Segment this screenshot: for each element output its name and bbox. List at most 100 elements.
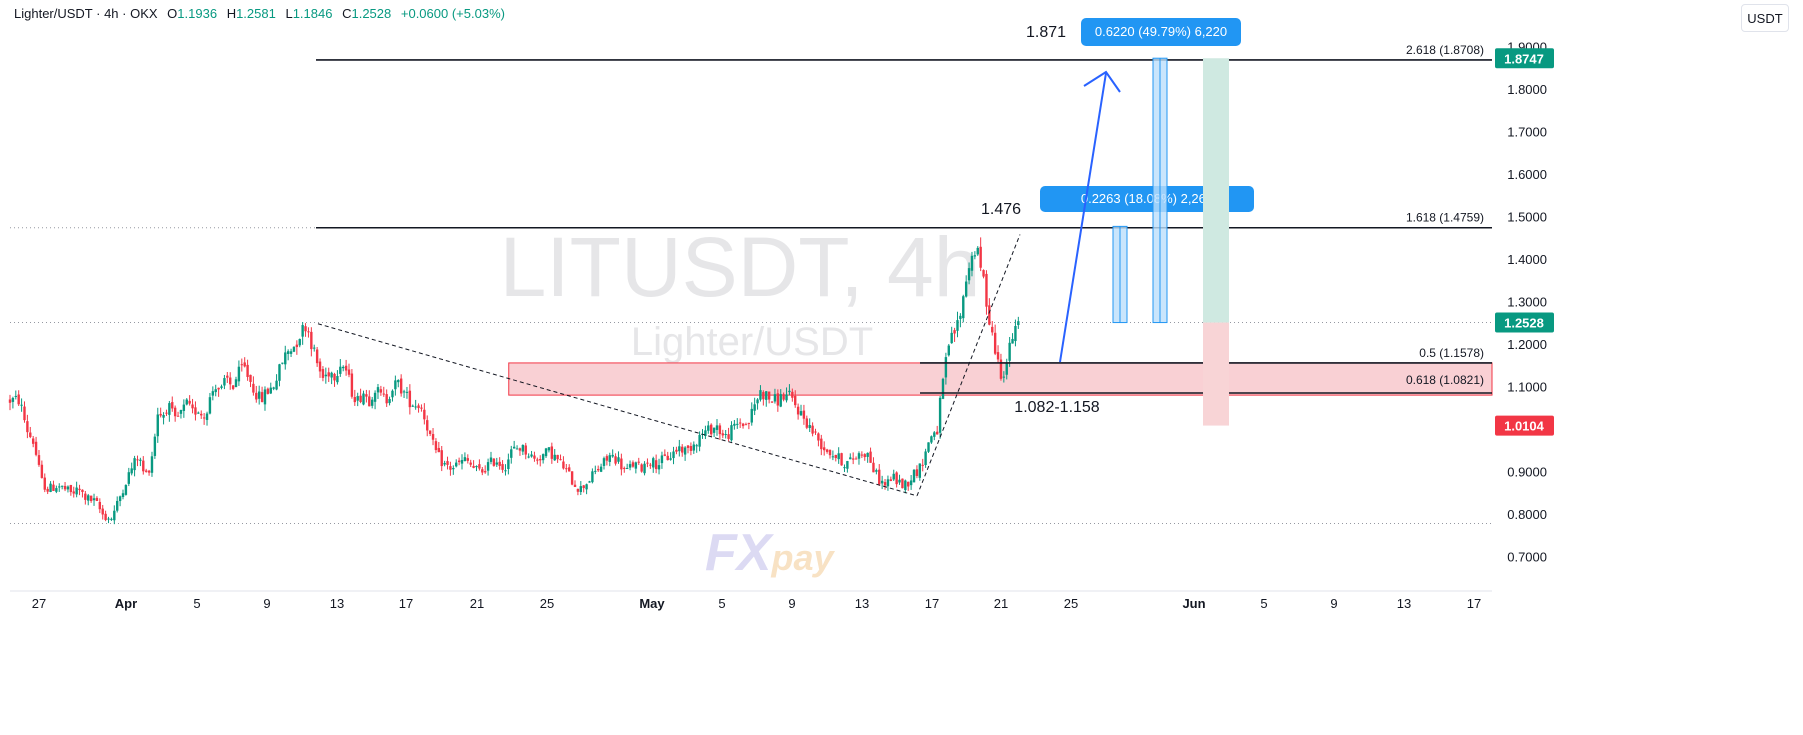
- candle-body: [104, 513, 107, 521]
- candle-body: [257, 391, 261, 399]
- candle-body: [501, 464, 504, 470]
- candle-body: [55, 488, 58, 492]
- candle-body: [602, 458, 606, 466]
- candle-body: [101, 508, 104, 515]
- candle-body: [504, 470, 507, 472]
- candle-body: [373, 392, 377, 402]
- candle-body: [776, 393, 780, 406]
- candle-body: [475, 466, 478, 468]
- candle-body: [741, 423, 745, 427]
- candle-body: [738, 422, 742, 424]
- currency-unit-button[interactable]: USDT: [1741, 4, 1789, 32]
- candle-body: [292, 346, 296, 352]
- candle-body: [1011, 338, 1014, 344]
- candle-body: [472, 465, 475, 468]
- candle-body: [43, 477, 46, 490]
- candle-body: [643, 463, 646, 474]
- candle-body: [211, 391, 215, 396]
- stop-loss-zone: [1203, 322, 1229, 426]
- candle-body: [828, 449, 832, 456]
- candle-body: [794, 395, 797, 406]
- candle-body: [689, 446, 693, 451]
- candle-body: [646, 462, 649, 464]
- candle-body: [918, 463, 922, 478]
- candle-body: [733, 423, 736, 426]
- candle-body: [440, 450, 443, 467]
- price-tick-11: 1.8000: [1507, 82, 1547, 97]
- time-label-2: 5: [193, 596, 200, 611]
- candle-body: [197, 412, 200, 414]
- candle-body: [959, 315, 962, 319]
- symbol-label: Lighter/USDT · 4h · OKX: [14, 6, 158, 21]
- candle-body: [58, 486, 61, 488]
- candle-body: [301, 325, 304, 337]
- candle-body: [770, 401, 774, 403]
- candle-body: [249, 374, 252, 382]
- candle-body: [666, 455, 669, 461]
- candle-body: [420, 407, 423, 409]
- candle-body: [623, 467, 626, 469]
- candle-body: [168, 403, 171, 415]
- candle-body: [237, 366, 241, 382]
- fib-label-1: 1.618 (1.4759): [1406, 211, 1484, 225]
- candle-body: [417, 405, 420, 409]
- time-label-10: 9: [788, 596, 795, 611]
- candle-body: [324, 374, 328, 377]
- candle-body: [999, 359, 1003, 379]
- candle-body: [263, 389, 267, 405]
- candle-body: [912, 469, 916, 483]
- candle-body: [321, 369, 325, 378]
- open-value: 1.1936: [177, 6, 218, 21]
- candle-body: [941, 378, 945, 399]
- candle-body: [683, 447, 687, 455]
- candle-body: [31, 438, 35, 444]
- candle-body: [234, 379, 238, 388]
- candle-body: [124, 484, 128, 495]
- candle-body: [704, 430, 707, 437]
- candle-body: [75, 487, 78, 495]
- candle-body: [214, 389, 217, 393]
- price-tag-text-1: 1.2528: [1504, 316, 1544, 331]
- candle-body: [153, 436, 157, 456]
- candle-body: [171, 402, 174, 409]
- candle-body: [892, 473, 895, 480]
- candle-body: [66, 486, 70, 490]
- candle-body: [23, 406, 26, 421]
- candle-body: [478, 464, 481, 469]
- candle-body: [275, 380, 278, 390]
- candle-body: [863, 454, 866, 458]
- candle-body: [736, 423, 739, 425]
- candle-body: [866, 452, 869, 457]
- candle-body: [744, 424, 748, 426]
- candle-body: [220, 386, 223, 388]
- fib-label-3: 0.618 (1.0821): [1406, 373, 1484, 387]
- time-label-13: 21: [994, 596, 1008, 611]
- candle-body: [95, 497, 99, 502]
- candle-body: [229, 377, 232, 385]
- candle-body: [637, 461, 640, 463]
- candle-body: [52, 484, 55, 491]
- price-tag-0: [1495, 48, 1554, 69]
- candle-body: [973, 255, 977, 257]
- time-label-0: 27: [32, 596, 46, 611]
- candle-body: [272, 387, 275, 389]
- candle-body: [799, 411, 803, 416]
- take-profit-zone: [1203, 58, 1229, 323]
- candle-body: [759, 390, 762, 400]
- candle-body: [849, 457, 852, 460]
- candle-body: [356, 396, 359, 401]
- candle-body: [353, 397, 357, 403]
- price-tag-text-2: 1.0104: [1504, 419, 1545, 434]
- candle-body: [767, 391, 771, 400]
- candle-body: [315, 349, 319, 364]
- candle-body: [182, 404, 186, 411]
- candle-body: [979, 246, 982, 268]
- candle-body: [614, 456, 617, 464]
- candle-body: [1008, 342, 1011, 361]
- candle-body: [333, 373, 336, 381]
- candle-body: [231, 385, 235, 389]
- symbol-header: Lighter/USDT · 4h · OKX O1.1936 H1.2581 …: [14, 6, 505, 21]
- candle-body: [562, 461, 565, 469]
- measure-tag-text-1: 0.6220 (49.79%) 6,220: [1095, 24, 1227, 39]
